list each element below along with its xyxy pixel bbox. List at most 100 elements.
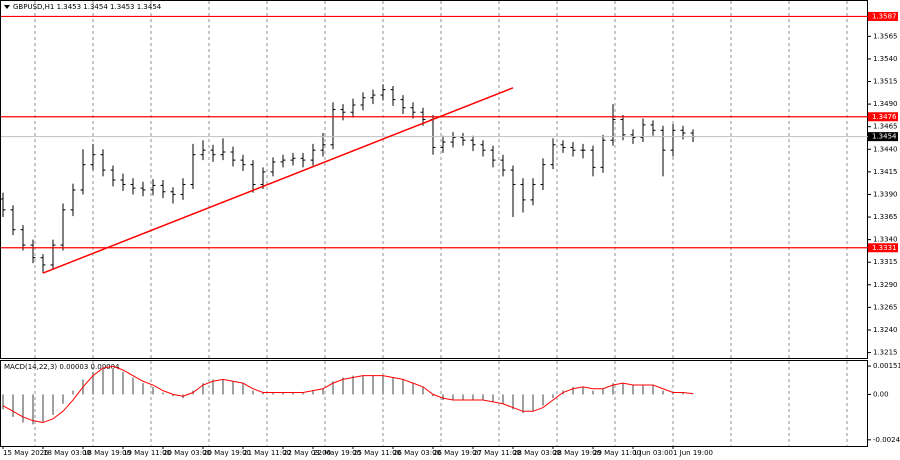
macd-bar xyxy=(112,368,114,395)
y-tick-label: 1.3465 xyxy=(873,123,898,131)
level-label: 1.3476 xyxy=(872,113,897,121)
y-tick-label: 1.3265 xyxy=(873,303,898,311)
level-box xyxy=(868,11,898,21)
y-tick-label: 1.3215 xyxy=(873,349,898,357)
macd-bar xyxy=(52,394,54,416)
main-panel xyxy=(0,0,868,359)
macd-bar xyxy=(202,383,204,395)
x-tick-label: 18 May 19:00 xyxy=(83,449,131,457)
macd-bar xyxy=(12,394,14,417)
macd-bar xyxy=(342,377,344,395)
macd-bar xyxy=(242,383,244,395)
signal-line xyxy=(2,365,694,424)
trendline xyxy=(42,87,514,274)
macd-bar xyxy=(332,381,334,395)
macd-bar xyxy=(172,394,174,397)
x-tick-label: 15 May 2026 xyxy=(3,449,49,457)
chart-title: GBPUSD,H1 1.3453 1.3454 1.3453 1.3454 xyxy=(13,3,162,11)
macd-bar xyxy=(642,385,644,395)
y-tick-label: 1.3240 xyxy=(873,326,898,334)
macd-bar xyxy=(92,371,94,395)
level-box xyxy=(868,112,898,122)
x-tick-label: 22 May 19:00 xyxy=(313,449,361,457)
macd-bar xyxy=(662,390,664,395)
macd-bar xyxy=(302,392,304,395)
x-tick-label: 25 May 11:00 xyxy=(353,449,401,457)
macd-bar xyxy=(372,375,374,395)
macd-bar xyxy=(152,386,154,395)
y-tick-label: 1.3365 xyxy=(873,213,898,221)
y-tick-label: 1.3515 xyxy=(873,78,898,86)
level-label: 1.3331 xyxy=(872,244,897,252)
macd-bar xyxy=(72,390,74,395)
macd-panel xyxy=(0,360,868,447)
x-tick-label: 1 Jun 19:00 xyxy=(673,449,713,457)
level-box xyxy=(868,243,898,253)
macd-bar xyxy=(442,394,444,401)
macd-bar xyxy=(222,379,224,395)
macd-bar xyxy=(272,392,274,395)
macd-bar xyxy=(592,390,594,395)
macd-bar xyxy=(402,379,404,395)
macd-bar xyxy=(292,392,294,395)
macd-bar xyxy=(532,394,534,412)
macd-bar xyxy=(312,390,314,395)
last-price-label: 1.3454 xyxy=(872,133,897,141)
macd-bar xyxy=(422,386,424,395)
macd-bar xyxy=(502,394,504,404)
x-tick-label: 1 Jun 03:00 xyxy=(633,449,673,457)
y-tick-label: 1.3390 xyxy=(873,190,898,198)
x-tick-label: 20 May 19:00 xyxy=(203,449,251,457)
macd-title: MACD(14,22,3) 0.00003 0.00004 xyxy=(4,363,120,371)
macd-bar xyxy=(142,383,144,395)
y-tick-label: 1.3440 xyxy=(873,145,898,153)
y-tick-label: 1.3340 xyxy=(873,236,898,244)
macd-bar xyxy=(322,388,324,395)
y-tick-label: 0.00151 xyxy=(873,362,900,370)
macd-bar xyxy=(682,392,684,395)
macd-bar xyxy=(162,392,164,395)
macd-bar xyxy=(512,394,514,410)
x-tick-label: 28 May 19:00 xyxy=(553,449,601,457)
macd-bar xyxy=(572,386,574,395)
y-tick-label: 1.3490 xyxy=(873,100,898,108)
macd-bar xyxy=(482,394,484,401)
macd-bar xyxy=(122,371,124,395)
grid xyxy=(34,1,848,446)
macd-bar xyxy=(22,394,24,423)
macd-bar xyxy=(632,385,634,395)
macd-bar xyxy=(252,390,254,395)
macd-bar xyxy=(352,375,354,395)
y-tick-label: 1.3290 xyxy=(873,281,898,289)
x-tick-label: 22 May 03:00 xyxy=(283,449,331,457)
y-tick-label: 1.3315 xyxy=(873,258,898,266)
menu-arrow[interactable] xyxy=(4,5,10,9)
macd-bar xyxy=(672,392,674,395)
y-tick-label: -0.00242 xyxy=(873,436,900,444)
macd-bar xyxy=(582,386,584,395)
macd-bar xyxy=(392,377,394,395)
x-tick-label: 27 May 11:00 xyxy=(473,449,521,457)
macd-bar xyxy=(412,383,414,395)
x-tick-label: 21 May 11:00 xyxy=(243,449,291,457)
x-tick-label: 29 May 11:00 xyxy=(593,449,641,457)
macd-bar xyxy=(522,394,524,414)
macd-bar xyxy=(232,381,234,395)
macd-bar xyxy=(262,392,264,395)
macd-bar xyxy=(132,377,134,395)
macd-bar xyxy=(602,388,604,395)
macd-bar xyxy=(2,394,4,410)
macd-bar xyxy=(32,394,34,425)
macd-bar xyxy=(622,383,624,395)
macd-bar xyxy=(692,393,694,395)
y-tick-label: 1.3415 xyxy=(873,168,898,176)
last-price-box xyxy=(868,132,898,142)
macd-bar xyxy=(612,383,614,395)
macd-bar xyxy=(452,394,454,401)
y-tick-label: 0.00 xyxy=(873,390,889,398)
macd-bar xyxy=(42,394,44,423)
y-tick-label: 1.3540 xyxy=(873,55,898,63)
macd-bar xyxy=(62,394,64,404)
macd-bar xyxy=(282,392,284,395)
macd-bar xyxy=(472,394,474,401)
